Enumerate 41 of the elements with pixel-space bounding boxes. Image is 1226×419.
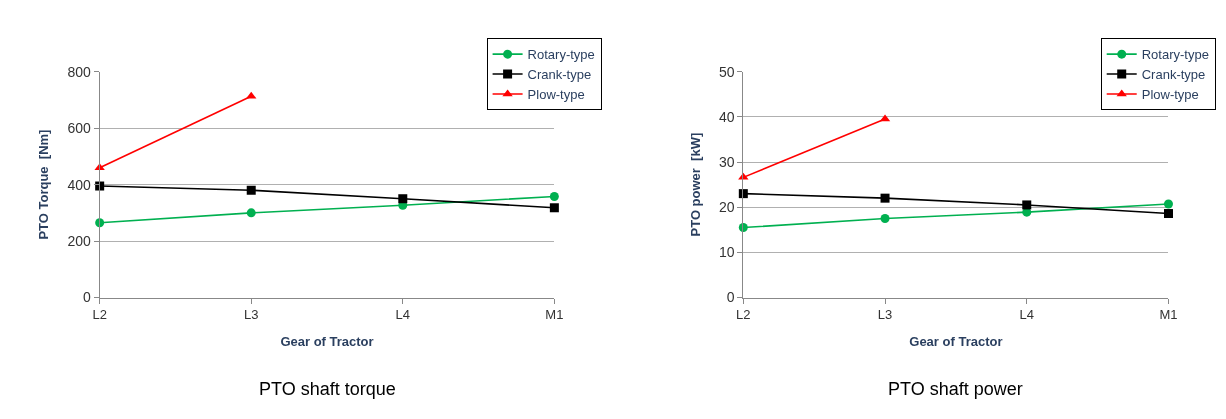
x-tick-label: L4 [1019, 307, 1034, 323]
point [398, 194, 408, 204]
point [880, 214, 890, 223]
y-tick-label: 50 [718, 63, 735, 80]
y-tick-label: 600 [67, 120, 92, 137]
y-tick-label: 0 [83, 289, 92, 306]
point [549, 203, 559, 213]
y-axis-title: PTO power [kW] [687, 132, 703, 237]
legend-label: Rotary-type [1141, 47, 1209, 63]
point [246, 208, 256, 218]
point [1163, 209, 1173, 219]
legend-label: Plow-type [527, 87, 585, 103]
legend-label: Crank-type [1141, 67, 1206, 83]
y-tick-label: 30 [718, 153, 735, 170]
x-tick-label: M1 [1159, 307, 1178, 323]
point [1163, 199, 1173, 209]
y-tick-label: 200 [67, 233, 92, 249]
y-axis-title: PTO Torque [Nm] [36, 129, 52, 240]
y-tick-label: 20 [718, 199, 735, 216]
legend-label: Rotary-type [527, 47, 595, 63]
y-tick-label: 0 [726, 289, 735, 306]
text: PTO shaft power [888, 379, 1023, 399]
x-tick-label: M1 [545, 307, 564, 323]
y-tick-label: 10 [718, 244, 735, 261]
x-tick-label: L2 [736, 307, 751, 323]
text: PTO shaft torque [259, 379, 396, 399]
y-tick-label: 40 [718, 108, 735, 125]
x-tick-label: L3 [244, 307, 259, 323]
legend-label: Plow-type [1141, 87, 1199, 103]
x-axis-title: Gear of Tractor [909, 333, 1003, 349]
x-tick-label: L4 [395, 307, 411, 323]
point [880, 193, 890, 203]
point [246, 185, 256, 195]
point [549, 191, 559, 201]
y-tick-label: 800 [67, 63, 92, 80]
x-axis-title: Gear of Tractor [280, 333, 374, 349]
x-tick-label: L2 [92, 307, 107, 323]
legend-label: Crank-type [527, 67, 592, 83]
y-tick-label: 400 [67, 176, 92, 193]
point [1022, 200, 1032, 210]
x-tick-label: L3 [877, 307, 893, 323]
